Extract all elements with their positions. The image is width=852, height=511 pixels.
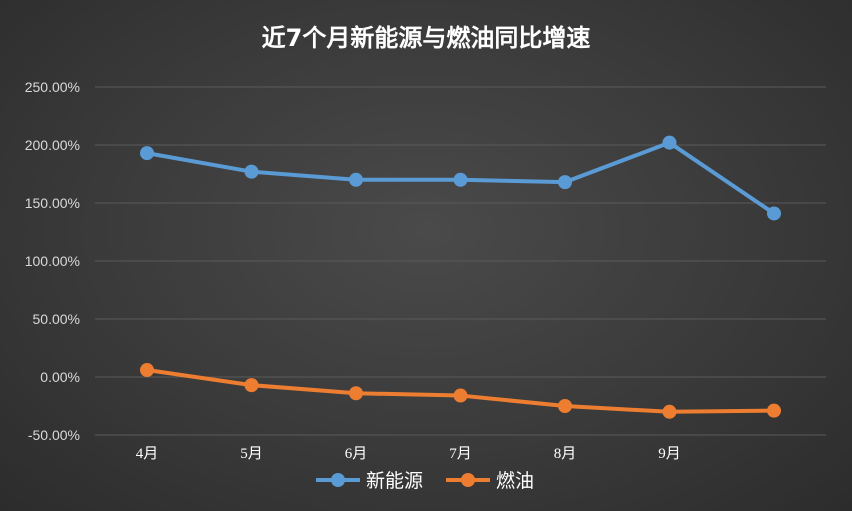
data-point	[767, 206, 781, 221]
series-layer	[140, 135, 781, 419]
x-axis-tick-labels: 4月 5月 6月 7月 8月 9月	[136, 446, 681, 462]
data-point	[662, 135, 677, 150]
y-tick-label: 50.00%	[33, 311, 80, 327]
data-point	[140, 363, 154, 378]
y-tick-label: 0.00%	[40, 369, 80, 385]
data-point	[349, 172, 363, 187]
gridlines	[95, 86, 826, 436]
legend-label: 燃油	[496, 470, 534, 492]
x-tick-label: 9月	[658, 446, 681, 462]
y-axis-tick-labels: 250.00% 200.00% 150.00% 100.00% 50.00% 0.00% -…	[25, 79, 80, 443]
x-tick-label: 5月	[240, 446, 263, 462]
series-fuel	[140, 363, 781, 419]
data-point	[349, 386, 363, 401]
x-tick-label: 4月	[136, 446, 159, 462]
data-point	[453, 172, 468, 187]
x-tick-label: 8月	[554, 446, 577, 462]
legend-swatch-marker	[461, 473, 475, 487]
data-point	[767, 403, 781, 418]
y-tick-label: 250.00%	[25, 79, 80, 95]
data-point	[244, 378, 259, 393]
legend-label: 新能源	[366, 470, 423, 492]
legend-swatch-marker	[331, 473, 345, 487]
data-point	[244, 164, 259, 179]
data-point	[453, 388, 468, 403]
x-tick-label: 7月	[449, 446, 472, 462]
y-tick-label: -50.00%	[28, 427, 80, 443]
series-new-energy	[140, 135, 781, 221]
legend-item: 新能源	[316, 470, 423, 492]
chart-title: 近7个月新能源与燃油同比增速	[262, 24, 591, 52]
x-tick-label: 6月	[345, 446, 368, 462]
y-tick-label: 200.00%	[25, 137, 80, 153]
data-point	[558, 175, 572, 190]
legend-item: 燃油	[446, 470, 534, 492]
y-tick-label: 150.00%	[25, 195, 80, 211]
legend: 新能源 燃油	[316, 470, 534, 492]
y-tick-label: 100.00%	[25, 253, 80, 269]
data-point	[558, 399, 572, 413]
data-point	[140, 146, 154, 161]
data-point	[662, 404, 677, 419]
